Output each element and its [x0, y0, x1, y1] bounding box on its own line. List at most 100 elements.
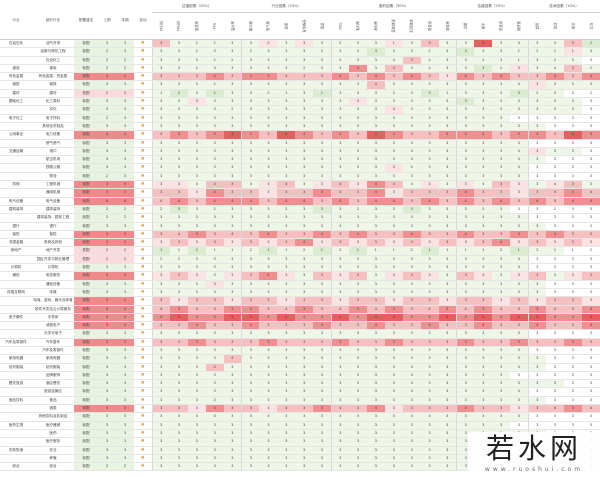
curr-score-cell: 3 — [116, 379, 134, 389]
factor-score-cell: 3 — [455, 263, 475, 273]
factor-column-label: 政策 — [284, 22, 289, 30]
factor-score-cell: 3 — [348, 197, 367, 206]
factor-score-cell: 3 — [348, 238, 367, 248]
industry-cell: 建材 — [0, 89, 32, 99]
factor-score-cell: 3 — [241, 437, 260, 447]
factor-score-cell: 3 — [241, 80, 260, 90]
factor-score-cell: 3 — [169, 64, 188, 74]
factor-score-cell: 3 — [563, 172, 582, 182]
factor-score-cell: 3 — [330, 396, 349, 406]
factor-score-cell: 4 — [545, 39, 564, 49]
factor-score-cell: 3 — [384, 412, 403, 422]
factor-score-cell: 3 — [510, 180, 529, 190]
factor-score-cell: 3 — [223, 288, 242, 298]
factor-group-header: 盈利因素（30%） — [331, 0, 457, 13]
factor-score-cell: 3 — [330, 47, 349, 57]
sub-industry-cell: 物流 — [32, 172, 74, 182]
factor-score-cell: 3 — [581, 238, 600, 248]
factor-score-cell: 3 — [313, 97, 332, 107]
factor-score-cell: 3 — [510, 172, 529, 182]
factor-score-cell: 3 — [187, 130, 206, 140]
industry-cell: 电气设备 — [0, 197, 32, 206]
factor-score-cell: 2 — [384, 89, 403, 99]
factor-score-cell: 3 — [151, 404, 170, 414]
sub-industry-cell: 其他化学制品 — [32, 122, 74, 132]
factor-score-cell: 3 — [545, 197, 564, 206]
prev-score-cell: 3 — [98, 97, 116, 107]
factor-score-cell: 3 — [295, 139, 314, 148]
factor-score-cell: 3 — [438, 429, 457, 439]
factor-score-cell: 3 — [151, 222, 170, 231]
factor-score-cell: 3 — [295, 155, 314, 165]
factor-score-cell: 3 — [348, 363, 367, 372]
factor-score-cell: 3 — [169, 379, 188, 389]
factor-score-cell: 3 — [492, 354, 511, 364]
factor-score-cell: 3 — [527, 205, 546, 215]
factor-score-cell: 3 — [510, 188, 529, 198]
factor-score-cell: 3 — [205, 412, 224, 422]
factor-score-cell: 3 — [527, 139, 546, 148]
curr-score-cell: 2 — [116, 64, 134, 74]
factor-score-cell: 3 — [438, 122, 457, 132]
prev-score-cell: 3 — [98, 338, 116, 348]
factor-score-cell: 2 — [187, 47, 206, 57]
factor-score-cell: 3 — [330, 288, 349, 298]
factor-score-cell: 3 — [313, 255, 332, 265]
factor-column-header: 利润增速 — [402, 12, 421, 40]
curr-score-cell: 3 — [116, 114, 134, 123]
factor-score-cell: 3 — [169, 105, 188, 115]
change-cell: ✺ — [134, 379, 152, 389]
factor-score-cell: 3 — [223, 280, 242, 289]
factor-score-cell: 3 — [151, 371, 170, 381]
factor-score-cell: 3 — [510, 64, 529, 74]
change-cell: ✺ — [134, 155, 152, 165]
sub-industry-cell: 通信设备 — [32, 280, 74, 289]
factor-score-cell: 3 — [241, 329, 260, 339]
factor-column-label: 溢价率 — [230, 21, 235, 31]
sub-industry-cell: 燃气燃气 — [32, 139, 74, 148]
factor-score-cell: 2 — [545, 205, 564, 215]
factor-score-cell: 3 — [474, 163, 493, 173]
factor-score-cell: 3 — [438, 338, 457, 348]
curr-score-cell: 4 — [116, 271, 134, 281]
curr-score-cell: 4 — [116, 305, 134, 314]
factor-score-cell: 3 — [438, 288, 457, 298]
industry-cell: 建筑装饰 — [0, 205, 32, 215]
factor-score-cell: 3 — [455, 222, 475, 231]
factor-score-cell: 3 — [241, 387, 260, 397]
factor-score-cell: 3 — [455, 412, 475, 422]
factor-score-cell: 4 — [205, 72, 224, 82]
factor-score-cell: 3 — [384, 363, 403, 372]
factor-score-cell: 3 — [348, 296, 367, 306]
factor-score-cell: 3 — [205, 387, 224, 397]
factor-score-cell: 3 — [384, 296, 403, 306]
factor-score-cell: 3 — [455, 280, 475, 289]
factor-score-cell: 3 — [313, 454, 332, 464]
sun-icon: ✺ — [140, 339, 145, 345]
factor-score-cell: 3 — [277, 255, 296, 265]
factor-score-cell: 3 — [295, 280, 314, 289]
factor-score-cell: 3 — [223, 363, 242, 372]
factor-score-cell: 3 — [545, 354, 564, 364]
curr-score-cell: 3 — [116, 396, 134, 406]
factor-score-cell: 3 — [277, 429, 296, 439]
sun-icon: ✺ — [140, 364, 145, 370]
factor-score-cell: 4 — [545, 64, 564, 74]
rating-badge: 标配 — [74, 338, 98, 348]
factor-score-cell: 3 — [241, 39, 260, 49]
factor-score-cell: 3 — [151, 338, 170, 348]
factor-score-cell: 3 — [187, 454, 206, 464]
sub-industry-cell: 光学光电子 — [32, 329, 74, 339]
factor-score-cell: 3 — [402, 39, 421, 49]
factor-score-cell: 2 — [187, 64, 206, 74]
sub-industry-cell: 其他饮料及乳制品 — [32, 412, 74, 422]
table-row: 汽车及零部件 标配 3 3 ✺ 3 3 3 3 3 3 3 3 3 3 3 3 3 3 3 3 3 3 3 3 3 3 3 3 3 — [0, 346, 600, 356]
factor-score-cell: 3 — [241, 147, 260, 157]
factor-score-cell: 4 — [313, 230, 332, 240]
factor-score-cell: 3 — [348, 139, 367, 148]
rating-badge: 标配 — [74, 80, 98, 90]
factor-score-cell: 3 — [402, 89, 421, 99]
factor-score-cell: 3 — [527, 371, 546, 381]
factor-score-cell: 3 — [384, 321, 403, 331]
factor-score-cell: 3 — [259, 139, 278, 148]
